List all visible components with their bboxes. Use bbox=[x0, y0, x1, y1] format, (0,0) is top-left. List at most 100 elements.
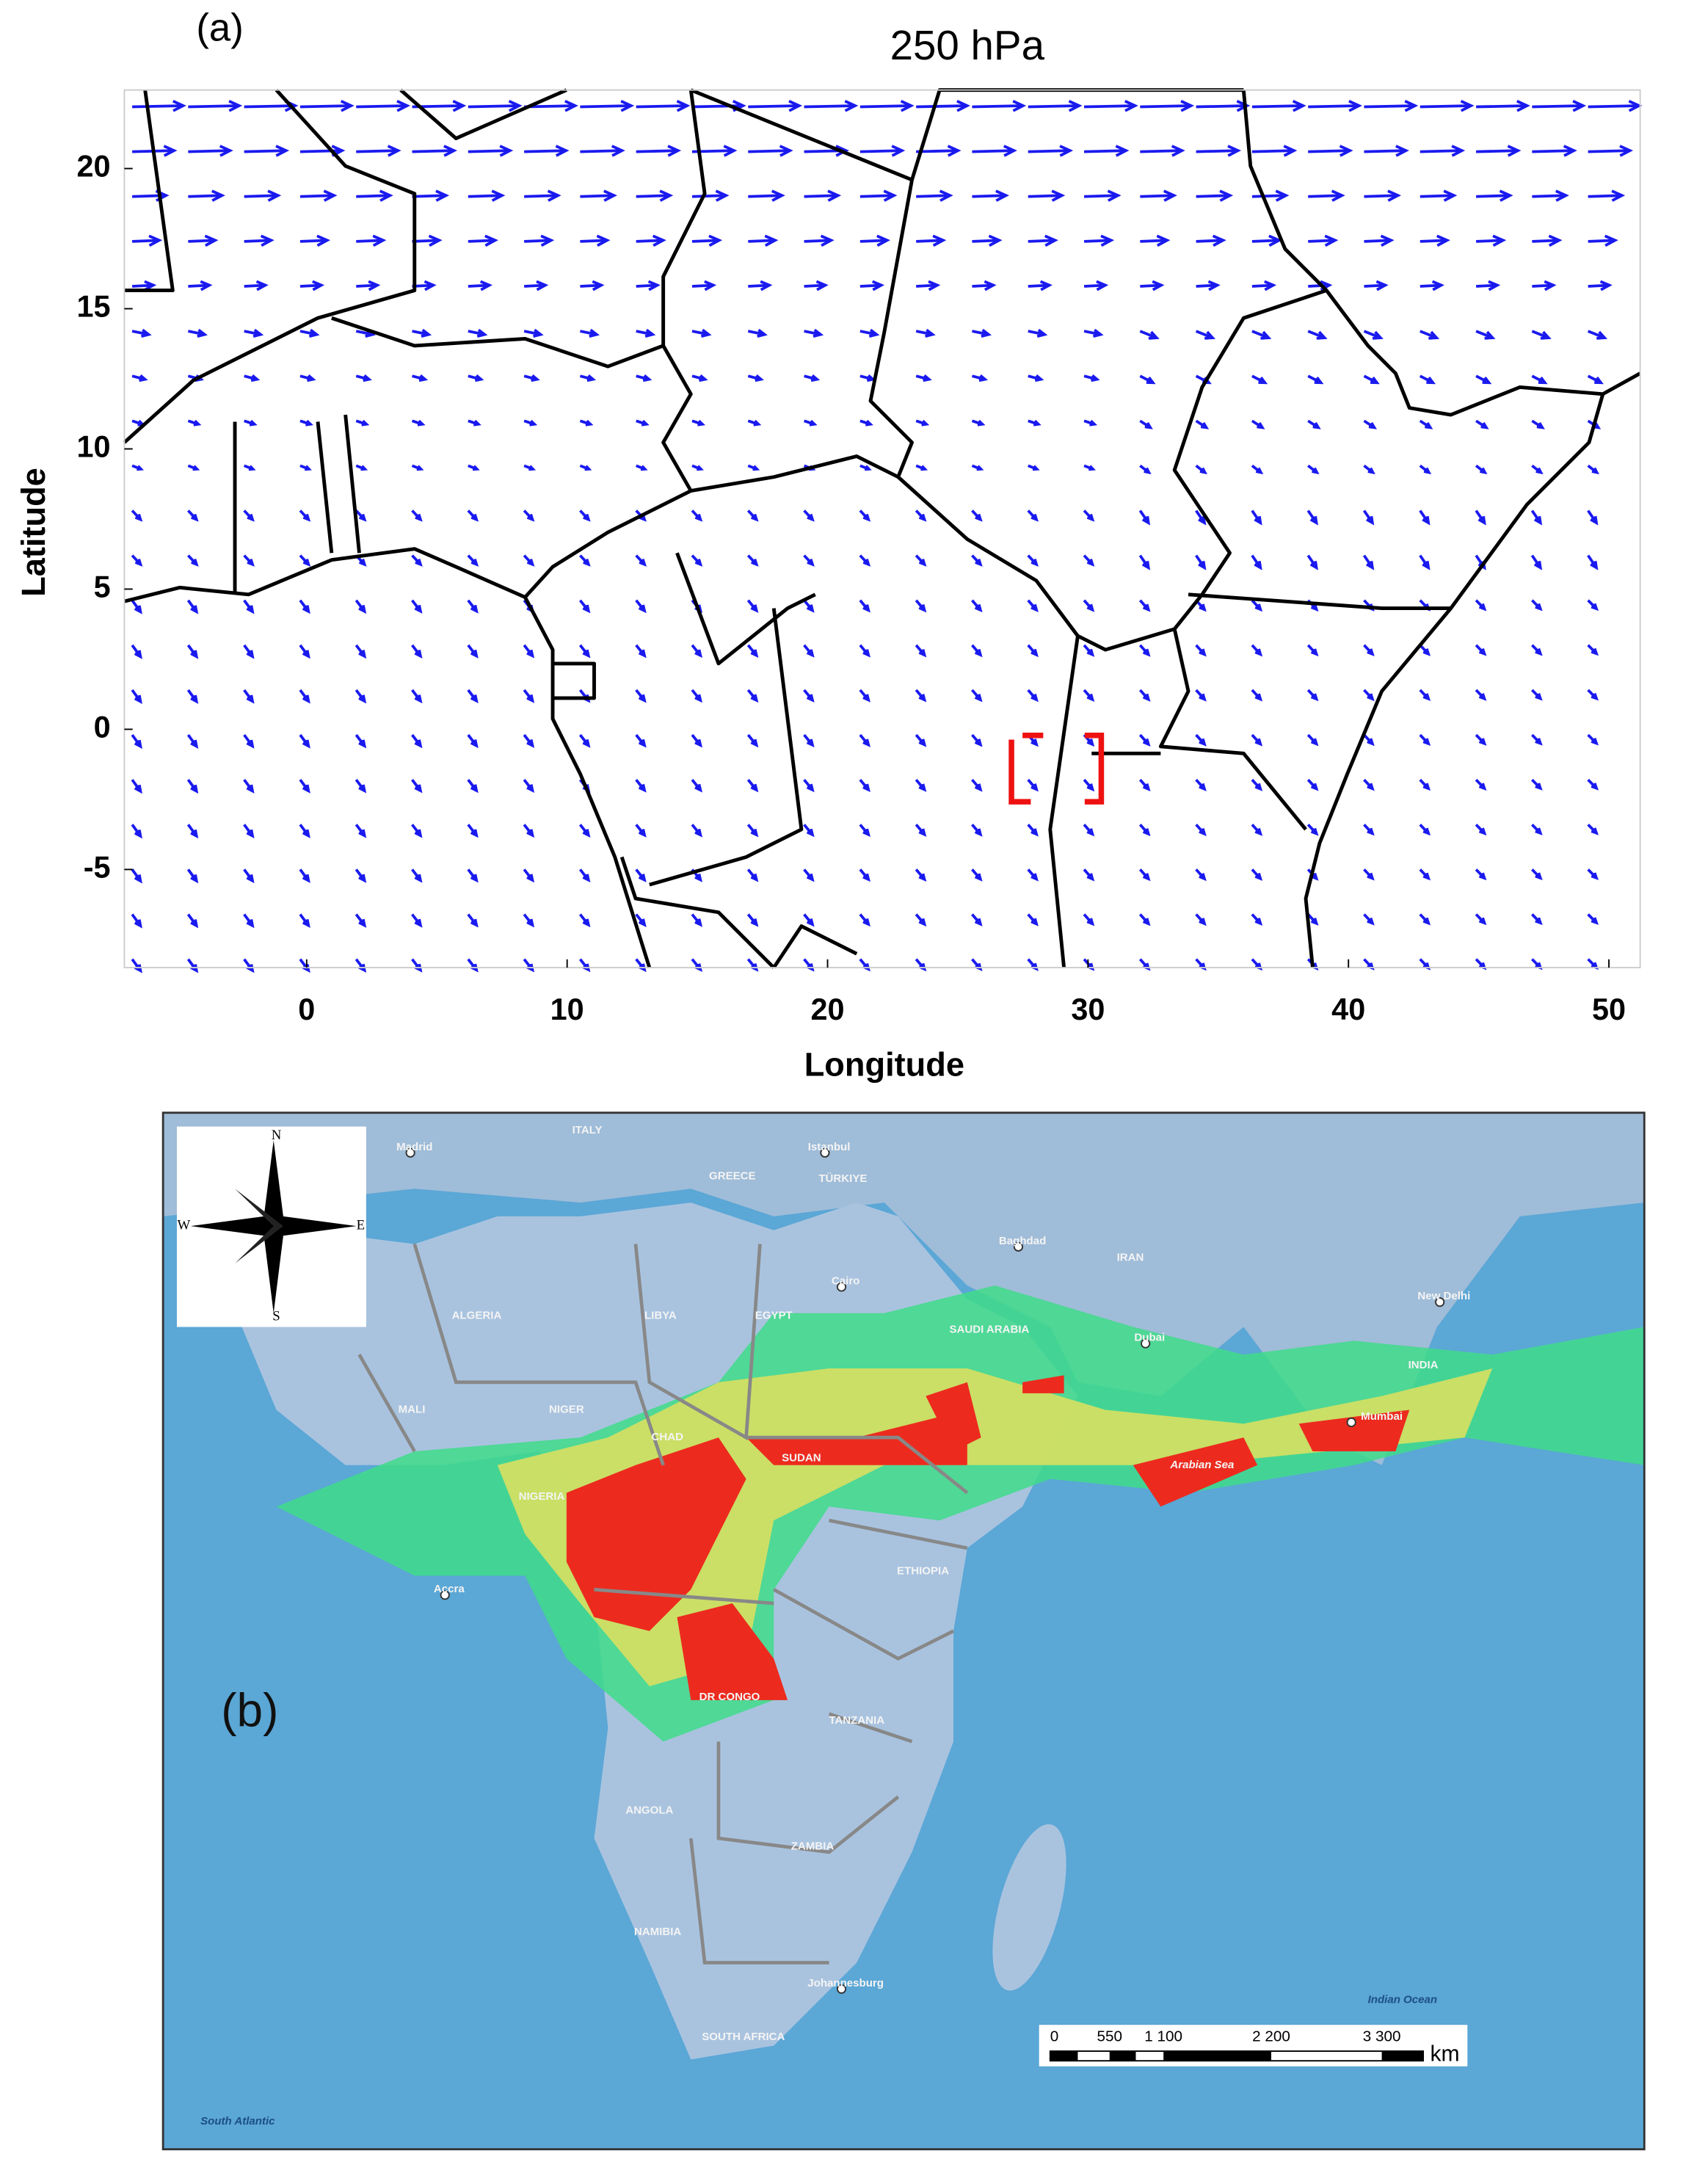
panel-label: (a) bbox=[196, 7, 243, 50]
wind-arrow bbox=[1531, 419, 1545, 429]
wind-arrow bbox=[411, 779, 423, 794]
wind-arrow bbox=[691, 234, 723, 247]
wind-arrow bbox=[1531, 599, 1543, 612]
wind-arrow bbox=[971, 778, 983, 792]
wind-arrow bbox=[411, 554, 423, 567]
wind-arrow bbox=[580, 189, 617, 202]
wind-arrow bbox=[1363, 778, 1375, 791]
wind-arrow bbox=[186, 509, 199, 522]
wind-arrow bbox=[1363, 913, 1375, 926]
wind-arrow bbox=[411, 689, 423, 704]
wind-arrow bbox=[691, 733, 703, 748]
wind-arrow bbox=[1083, 145, 1130, 157]
wind-arrow bbox=[636, 100, 691, 112]
wind-arrow bbox=[804, 234, 835, 247]
wind-arrow bbox=[1084, 100, 1138, 112]
wind-arrow bbox=[1251, 330, 1272, 340]
wind-arrow bbox=[523, 328, 544, 338]
wind-arrow bbox=[803, 644, 815, 658]
wind-arrow bbox=[1083, 328, 1104, 338]
wind-arrow bbox=[972, 328, 992, 338]
wind-arrow bbox=[915, 824, 927, 837]
place-label: Johannesburg bbox=[807, 1977, 884, 1989]
wind-arrow bbox=[243, 689, 255, 704]
wind-arrow bbox=[1362, 509, 1375, 526]
wind-arrow bbox=[1308, 100, 1362, 112]
wind-arrow bbox=[1363, 733, 1375, 747]
wind-arrow bbox=[1083, 868, 1095, 882]
wind-arrow bbox=[746, 868, 759, 882]
wind-arrow bbox=[1588, 280, 1613, 291]
wind-arrow bbox=[859, 913, 870, 927]
wind-arrow bbox=[636, 234, 666, 247]
wind-arrow bbox=[915, 689, 927, 703]
wind-arrow bbox=[411, 868, 423, 883]
wind-arrow bbox=[1475, 374, 1492, 385]
wind-arrow bbox=[859, 464, 872, 471]
wind-arrow bbox=[1476, 189, 1513, 202]
wind-arrow bbox=[188, 100, 243, 112]
wind-arrow bbox=[1138, 824, 1151, 837]
wind-arrow bbox=[131, 868, 142, 884]
wind-arrow bbox=[1475, 464, 1488, 475]
wind-arrow bbox=[859, 509, 871, 522]
wind-arrow bbox=[915, 868, 927, 882]
wind-arrow bbox=[299, 599, 310, 614]
wind-arrow bbox=[1028, 464, 1040, 471]
wind-arrow bbox=[244, 145, 290, 157]
city-dot bbox=[1435, 1297, 1445, 1307]
wind-arrow bbox=[580, 280, 605, 291]
wind-arrow bbox=[523, 509, 535, 522]
wind-arrow bbox=[1083, 189, 1122, 202]
wind-arrow bbox=[578, 644, 591, 659]
x-tick-label: 10 bbox=[550, 993, 584, 1026]
place-label: ANGOLA bbox=[625, 1804, 673, 1816]
scale-bar-segment bbox=[1163, 2051, 1271, 2061]
wind-arrow bbox=[1475, 823, 1487, 836]
wind-arrow bbox=[1083, 824, 1095, 837]
scale-label: 2 200 bbox=[1252, 2028, 1290, 2045]
wind-arrow bbox=[299, 374, 316, 382]
wind-arrow bbox=[1419, 823, 1431, 836]
wind-arrow bbox=[635, 778, 647, 793]
wind-arrow bbox=[186, 599, 199, 614]
wind-arrow bbox=[356, 100, 410, 112]
scale-label: 0 bbox=[1050, 2028, 1059, 2045]
place-label: Istanbul bbox=[808, 1141, 851, 1153]
wind-arrow bbox=[859, 778, 870, 792]
wind-arrow bbox=[691, 189, 730, 202]
wind-arrow bbox=[356, 145, 401, 157]
wind-arrow bbox=[131, 464, 144, 471]
place-label: TÜRKIYE bbox=[818, 1172, 867, 1185]
wind-arrow bbox=[524, 234, 555, 247]
wind-arrow bbox=[1083, 599, 1095, 612]
wind-arrow bbox=[1195, 464, 1207, 475]
wind-arrow bbox=[1475, 509, 1486, 526]
wind-arrow bbox=[523, 554, 535, 567]
wind-arrow bbox=[412, 145, 457, 157]
wind-arrow bbox=[1139, 374, 1156, 385]
place-label: NAMIBIA bbox=[634, 1926, 681, 1938]
wind-arrow bbox=[1195, 868, 1207, 882]
wind-arrow bbox=[636, 464, 648, 471]
wind-arrow bbox=[971, 868, 983, 882]
wind-arrow bbox=[748, 189, 785, 202]
place-label: ITALY bbox=[572, 1124, 603, 1136]
wind-arrow bbox=[747, 374, 764, 382]
wind-arrow bbox=[412, 374, 429, 382]
wind-arrow bbox=[746, 913, 759, 927]
wind-arrow bbox=[1138, 599, 1151, 612]
wind-arrow bbox=[915, 599, 927, 613]
wind-arrow bbox=[1530, 509, 1543, 526]
wind-arrow bbox=[1587, 554, 1599, 570]
wind-arrow bbox=[635, 599, 647, 614]
wind-field bbox=[131, 100, 1643, 973]
wind-arrow bbox=[1251, 554, 1262, 570]
wind-arrow bbox=[1083, 419, 1098, 427]
wind-arrow bbox=[131, 958, 142, 973]
wind-arrow bbox=[467, 599, 479, 614]
wind-arrow bbox=[355, 374, 372, 382]
wind-arrow bbox=[1419, 868, 1431, 881]
wind-arrow bbox=[1083, 554, 1095, 567]
